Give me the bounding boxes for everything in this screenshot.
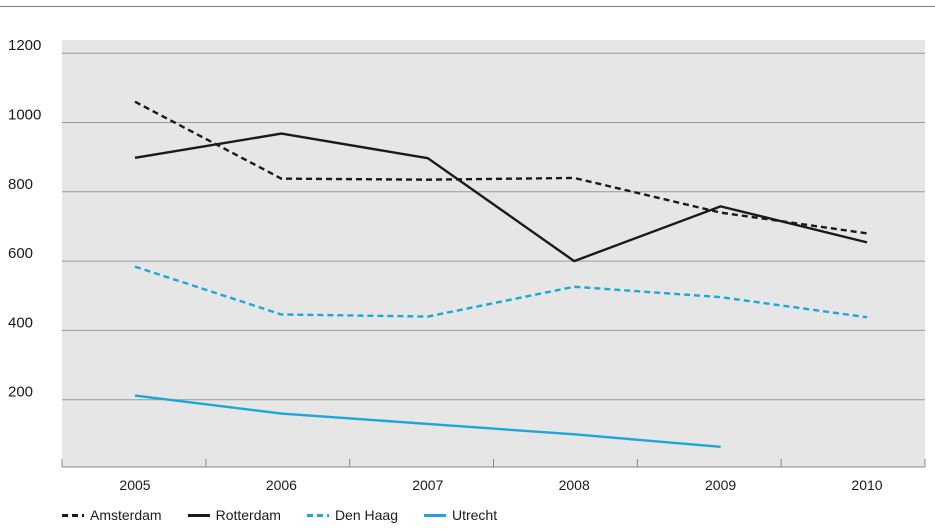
- legend-swatch: [306, 513, 329, 517]
- legend-item-den-haag: Den Haag: [306, 507, 398, 523]
- legend-label: Amsterdam: [90, 507, 162, 523]
- y-tick-label: 600: [8, 245, 33, 262]
- gridlines: [62, 52, 925, 401]
- y-tick-label: 200: [8, 384, 33, 401]
- x-tick-label: 2007: [412, 477, 443, 493]
- x-tick-label: 2009: [705, 477, 736, 493]
- legend-swatch: [62, 513, 84, 517]
- top-rule: [0, 6, 935, 7]
- legend-swatch: [423, 513, 446, 517]
- legend-item-amsterdam: Amsterdam: [62, 507, 162, 523]
- legend-label: Rotterdam: [215, 507, 281, 523]
- legend: Amsterdam Rotterdam Den Haag Utrecht: [62, 507, 497, 523]
- legend-item-utrecht: Utrecht: [423, 507, 498, 523]
- x-axis: 2005 2006 2007 2008 2009 2010: [61, 459, 926, 493]
- x-tick-label: 2010: [851, 477, 882, 493]
- series-line-amsterdam: [134, 100, 868, 235]
- y-tick-label: 400: [8, 314, 33, 331]
- legend-swatch: [187, 513, 210, 517]
- y-tick-label: 1000: [8, 107, 41, 124]
- series-line-den-haag: [134, 265, 868, 319]
- plot-area: [62, 40, 925, 467]
- series-line-utrecht: [134, 394, 721, 449]
- x-tick-label: 2008: [559, 477, 590, 493]
- series-lines: [134, 100, 868, 449]
- y-axis: 200 400 600 800 1000 1200: [8, 37, 41, 401]
- legend-label: Den Haag: [334, 507, 398, 523]
- y-tick-label: 1200: [8, 37, 41, 54]
- legend-item-rotterdam: Rotterdam: [187, 507, 281, 523]
- series-line-rotterdam: [134, 132, 868, 263]
- x-tick-label: 2006: [266, 477, 297, 493]
- y-tick-label: 800: [8, 176, 33, 193]
- legend-label: Utrecht: [451, 507, 498, 523]
- x-tick-label: 2005: [119, 477, 150, 493]
